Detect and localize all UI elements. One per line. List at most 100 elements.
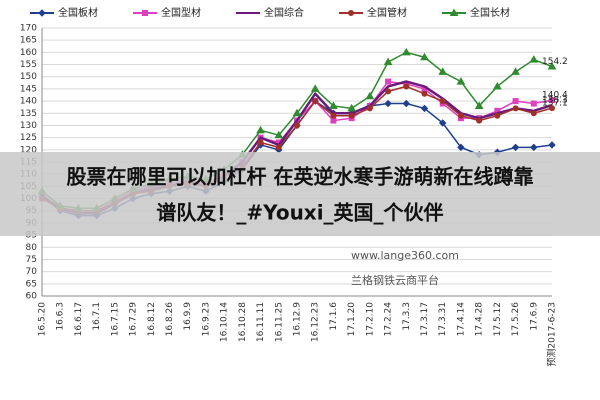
marker (457, 143, 465, 152)
y-tick-label: 140 (20, 97, 37, 107)
x-tick-label: 16.5.20 (38, 302, 48, 337)
x-tick-label: 17.5.12 (493, 302, 503, 336)
marker (548, 141, 556, 149)
x-tick-label: 预测2017-6-23 (547, 302, 558, 367)
data-label: 137.1 (542, 99, 568, 109)
marker (294, 122, 300, 129)
marker (492, 81, 502, 90)
marker (348, 112, 355, 119)
data-label: 154.2 (542, 57, 568, 67)
marker (511, 143, 520, 152)
marker (384, 99, 392, 108)
marker (348, 10, 354, 16)
data-label: 138.3 (542, 96, 568, 106)
marker (330, 117, 337, 124)
x-tick-label: 16.7.1 (92, 302, 102, 331)
marker (347, 103, 357, 112)
marker (274, 130, 284, 139)
marker (439, 119, 447, 127)
marker (385, 78, 392, 85)
marker (511, 67, 520, 75)
y-tick-label: 80 (26, 243, 38, 253)
marker (438, 67, 448, 75)
y-tick-label: 155 (20, 60, 37, 70)
y-tick-label: 65 (26, 279, 37, 289)
marker (292, 108, 302, 117)
marker (529, 55, 539, 63)
marker (530, 110, 537, 117)
marker (457, 112, 464, 119)
x-tick-label: 16.6.3 (56, 302, 66, 331)
marker (456, 77, 466, 85)
x-tick-label: 16.8.12 (147, 302, 157, 336)
watermark: 兰格钢铁云商平台 (351, 273, 439, 287)
x-tick-label: 16.7.29 (129, 302, 139, 337)
marker (476, 117, 483, 124)
y-tick-label: 60 (26, 292, 38, 302)
x-tick-label: 16.12.23 (311, 302, 321, 342)
overlay-text: 股票在哪里可以加杠杆 在英逆水寒手游萌新在线蹲靠 (67, 165, 534, 189)
overlay-banner (0, 152, 600, 236)
marker (312, 98, 319, 105)
overlay-text: 谱队友！_#Youxi_英国_个伙伴 (156, 201, 443, 225)
marker (512, 98, 519, 105)
marker (275, 144, 282, 151)
marker (512, 105, 519, 112)
x-tick-label: 17.2.24 (384, 302, 394, 337)
x-tick-label: 17.3.17 (420, 302, 430, 336)
x-tick-label: 16.10.28 (238, 302, 248, 342)
marker (530, 100, 537, 107)
x-tick-label: 17.1.6 (329, 302, 339, 331)
marker (330, 112, 337, 119)
x-tick-label: 17.4.28 (475, 302, 485, 337)
x-tick-label: 16.8.26 (165, 302, 175, 337)
y-tick-label: 165 (20, 36, 37, 46)
x-tick-label: 16.9.23 (201, 302, 211, 336)
marker (547, 62, 557, 70)
marker (449, 8, 459, 16)
watermark: www.lange360.com (351, 249, 459, 262)
marker (257, 139, 264, 146)
marker (549, 97, 555, 104)
x-tick-label: 17.3.3 (402, 302, 412, 331)
marker (403, 83, 410, 90)
marker (420, 52, 429, 61)
x-tick-label: 17.5.26 (511, 302, 521, 337)
marker (256, 125, 265, 134)
x-tick-label: 16.10.14 (220, 302, 230, 342)
marker (385, 88, 392, 95)
x-tick-label: 17.4.14 (456, 302, 466, 337)
marker (142, 10, 148, 16)
marker (310, 84, 320, 92)
x-tick-label: 17.3.31 (438, 302, 448, 336)
legend-label: 全国板材 (58, 6, 98, 19)
y-tick-label: 135 (20, 109, 37, 119)
y-tick-label: 125 (20, 133, 37, 143)
legend-label: 全国综合 (264, 6, 304, 19)
x-tick-label: 17.1.20 (347, 302, 357, 337)
marker (474, 101, 484, 109)
y-tick-label: 145 (20, 84, 37, 94)
marker (421, 90, 428, 97)
y-tick-label: 70 (26, 267, 38, 277)
marker (365, 91, 375, 100)
y-tick-label: 160 (20, 48, 37, 58)
x-tick-label: 16.9.9 (183, 302, 193, 331)
marker (439, 98, 446, 105)
marker (38, 9, 46, 17)
marker (420, 104, 429, 113)
marker (329, 101, 338, 109)
x-tick-label: 17.6.9 (529, 302, 539, 331)
marker (530, 143, 538, 152)
legend-label: 全国管材 (367, 6, 407, 19)
marker (401, 47, 411, 56)
marker (366, 105, 373, 112)
y-tick-label: 75 (26, 255, 37, 265)
y-tick-label: 150 (20, 72, 37, 82)
x-tick-label: 16.6.17 (74, 302, 84, 336)
y-tick-label: 130 (20, 121, 37, 131)
marker (383, 57, 393, 66)
x-tick-label: 16.11.11 (256, 302, 266, 342)
